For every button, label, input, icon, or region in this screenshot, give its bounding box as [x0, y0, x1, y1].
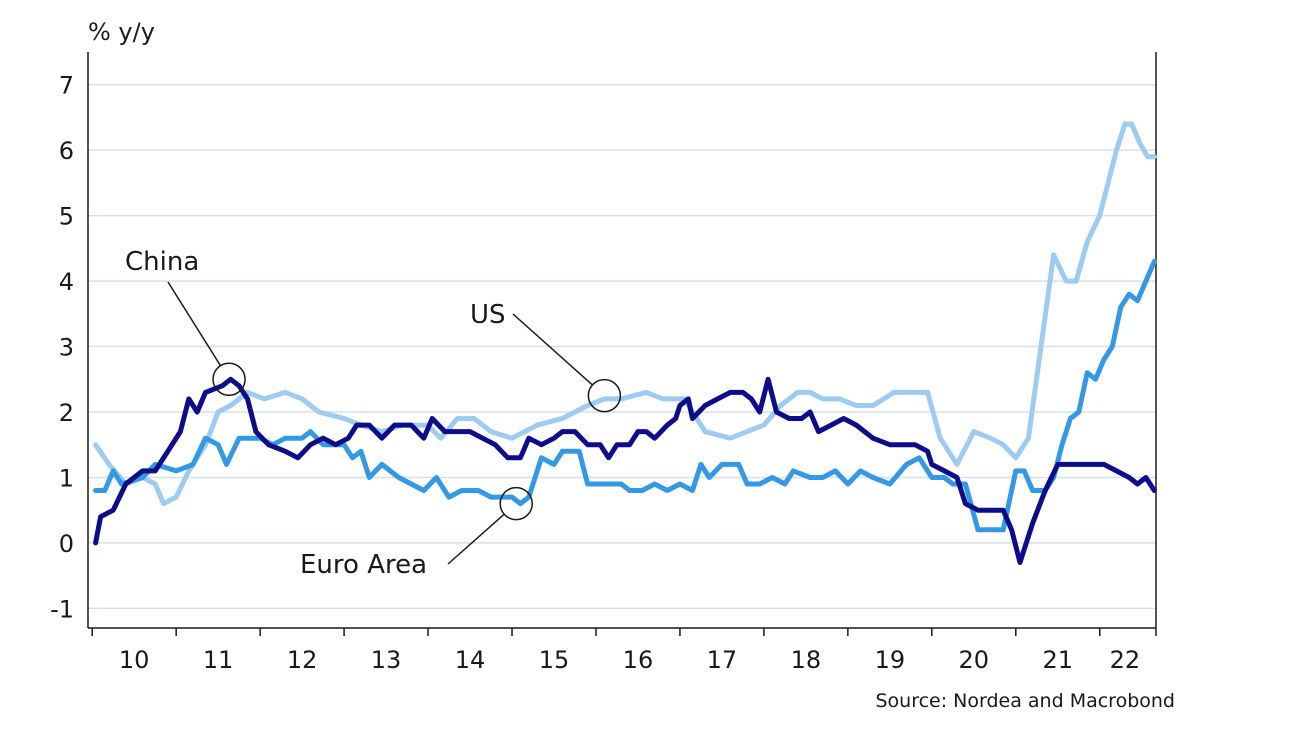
y-tick-label: 2 — [59, 399, 74, 427]
x-tick-labels: 10 11 12 13 14 15 16 17 18 19 20 21 22 — [119, 646, 1140, 674]
euro-area-series-line — [93, 259, 1157, 533]
y-tick-labels: -1 0 1 2 3 4 5 6 7 — [50, 72, 74, 624]
x-tick-label: 15 — [539, 646, 570, 674]
euro-area-leader-line — [447, 513, 505, 565]
china-series-line — [93, 376, 1157, 565]
china-callout-circle — [212, 362, 246, 397]
y-tick-label: 3 — [59, 334, 74, 362]
us-callout-circle — [587, 378, 622, 413]
x-tick-label: 14 — [455, 646, 486, 674]
y-tick-label: 6 — [59, 137, 74, 165]
x-tick-label: 21 — [1042, 646, 1073, 674]
source-note: Source: Nordea and Macrobond — [875, 690, 1175, 712]
x-tick-label: 18 — [791, 646, 822, 674]
x-tick-label: 13 — [371, 646, 402, 674]
axes — [87, 52, 1157, 629]
x-tick-label: 20 — [959, 646, 990, 674]
x-tick-label: 16 — [623, 646, 654, 674]
y-unit-label: % y/y — [88, 18, 155, 46]
euro-area-callout-circle — [499, 486, 533, 521]
x-tick-label: 22 — [1110, 646, 1141, 674]
euro-area-series-label: Euro Area — [300, 550, 427, 580]
series-lines — [93, 121, 1157, 565]
y-tick-label: 1 — [59, 464, 74, 492]
x-tick-marks — [91, 628, 1157, 636]
us-series-label: US — [470, 300, 506, 330]
x-tick-label: 19 — [875, 646, 906, 674]
china-leader-line — [167, 281, 222, 367]
y-tick-label: 4 — [59, 268, 74, 296]
y-tick-label: 0 — [59, 530, 74, 558]
x-tick-label: 11 — [203, 646, 234, 674]
gridlines — [88, 83, 1156, 610]
china-series-label: China — [125, 247, 199, 277]
us-leader-line — [512, 313, 593, 386]
callouts: China US Euro Area — [125, 247, 622, 580]
y-tick-label: 5 — [59, 203, 74, 231]
x-tick-label: 12 — [287, 646, 318, 674]
y-tick-label: 7 — [59, 72, 74, 100]
x-tick-label: 17 — [707, 646, 738, 674]
x-tick-label: 10 — [119, 646, 150, 674]
y-tick-label: -1 — [50, 595, 74, 623]
